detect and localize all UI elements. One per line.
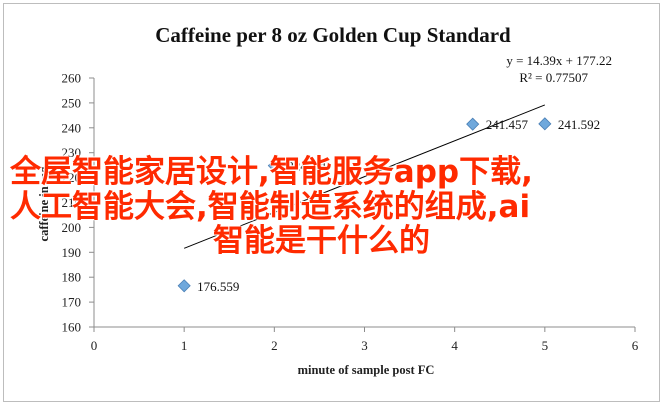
overlay-text-line-1: 全屋智能家居设计,智能服务app下载, [10, 154, 533, 190]
trendline [183, 104, 546, 249]
x-tick-label: 2 [271, 338, 278, 353]
x-tick-label: 4 [451, 338, 458, 353]
y-tick-label: 180 [62, 270, 82, 285]
x-tick-label: 6 [632, 338, 639, 353]
y-tick-label: 230 [62, 145, 82, 160]
x-tick-label: 3 [361, 338, 368, 353]
data-point [267, 159, 281, 173]
data-point [466, 117, 480, 131]
y-tick-label: 210 [62, 195, 82, 210]
trendline-r-squared: R² = 0.77507 [519, 70, 588, 85]
data-point [177, 279, 191, 293]
x-tick-label: 1 [181, 338, 188, 353]
chart-title: Caffeine per 8 oz Golden Cup Standard [155, 23, 511, 47]
overlay-text-line-3: 智能是干什么的 [213, 223, 430, 259]
data-point [538, 117, 552, 131]
x-tick-label: 0 [91, 338, 98, 353]
data-label: 224.789 [287, 159, 329, 174]
data-label: 241.592 [558, 117, 600, 132]
data-label: 176.559 [197, 279, 239, 294]
x-tick-label: 5 [542, 338, 549, 353]
overlay-text-line-2: 人工智能大会,智能制造系统的组成,ai [10, 189, 531, 225]
y-tick-label: 160 [62, 320, 82, 335]
data-label: 241.457 [486, 117, 529, 132]
plot-area: 160 170 180 190 200 210 220 230 240 250 260 0 1 2 3 4 5 6… [62, 71, 639, 354]
y-tick-label: 250 [62, 95, 82, 110]
chart: Caffeine per 8 oz Golden Cup Standard 16… [37, 23, 639, 377]
trendline-equation: y = 14.39x + 177.22 [506, 53, 612, 68]
y-tick-label: 240 [62, 120, 82, 135]
y-tick-label: 200 [62, 220, 82, 235]
y-axis-label: caffeine in mg [37, 166, 51, 242]
y-tick-label: 260 [62, 71, 82, 86]
y-tick-label: 170 [62, 295, 82, 310]
y-tick-label: 220 [62, 170, 82, 185]
chart-frame: Caffeine per 8 oz Golden Cup Standard 16… [3, 3, 660, 402]
x-axis-label: minute of sample post FC [298, 363, 435, 377]
y-tick-label: 190 [62, 245, 82, 260]
